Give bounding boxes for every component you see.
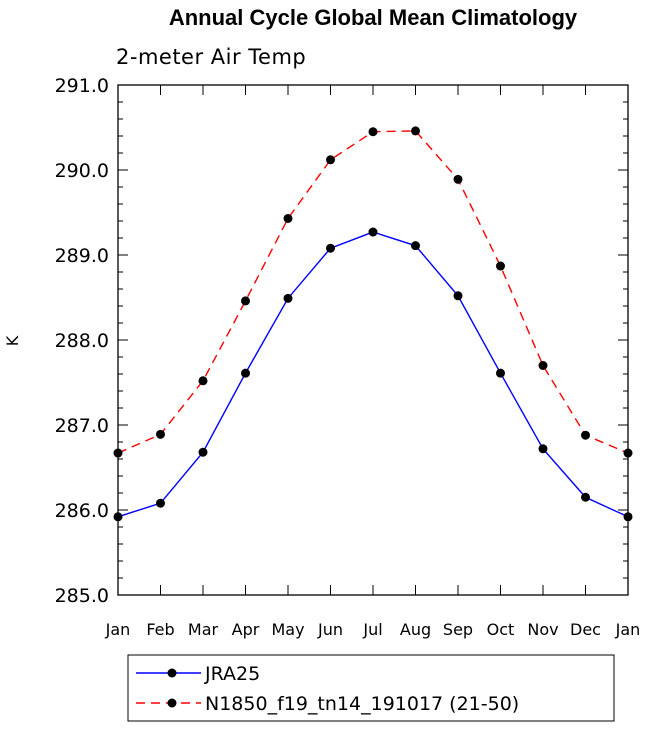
data-point-series-0: [283, 293, 293, 303]
legend-label-jra25: JRA25: [204, 663, 260, 685]
data-point-series-0: [368, 227, 378, 237]
x-tick-label: Apr: [232, 620, 260, 639]
data-point-series-1: [623, 448, 633, 458]
data-point-series-1: [538, 361, 548, 370]
y-tick-label: 289.0: [55, 245, 109, 267]
data-point-series-1: [368, 127, 378, 137]
legend-box: [127, 654, 615, 722]
x-tick-label: Sep: [443, 620, 473, 639]
data-point-series-1: [241, 296, 250, 306]
data-point-series-1: [581, 430, 590, 440]
y-axis-ticks: 285.0 286.0 287.0 288.0 289.0 290.0 291.0: [55, 75, 628, 607]
legend: JRA25 N1850_f19_tn14_191017 (21-50): [127, 654, 615, 722]
legend-marker-n1850: [167, 698, 177, 708]
data-point-series-0: [411, 241, 420, 251]
x-tick-label: Dec: [570, 620, 601, 639]
data-point-series-1: [411, 126, 420, 136]
data-point-series-0: [538, 444, 548, 454]
x-axis-ticks: Jan Feb Mar Apr May Jun Jul Aug Sep Oct Nov Dec Jan: [105, 85, 641, 639]
x-tick-label: Oct: [487, 620, 515, 639]
chart-subtitle: 2-meter Air Temp: [116, 45, 306, 69]
y-tick-label: 288.0: [55, 330, 109, 352]
data-point-series-1: [113, 448, 123, 458]
data-point-series-0: [581, 492, 590, 502]
series-line-0: [117, 231, 629, 518]
data-point-series-0: [113, 512, 123, 522]
x-tick-label: Jun: [317, 620, 343, 639]
y-axis-label: K: [3, 335, 22, 346]
x-tick-label: Aug: [400, 620, 431, 639]
data-point-series-0: [241, 368, 250, 378]
series-markers: [113, 126, 633, 522]
legend-marker-jra25: [167, 668, 177, 678]
data-point-series-0: [496, 368, 505, 378]
series-lines: [117, 130, 629, 518]
data-point-series-0: [453, 291, 463, 301]
data-point-series-1: [198, 376, 208, 386]
data-point-series-1: [156, 429, 165, 439]
data-point-series-0: [156, 498, 165, 508]
chart-title: Annual Cycle Global Mean Climatology: [169, 5, 578, 30]
data-point-series-1: [326, 155, 335, 165]
plot-frame: [117, 84, 629, 596]
x-tick-label: Jan: [615, 620, 641, 639]
x-tick-label: Feb: [146, 620, 174, 639]
y-tick-label: 286.0: [55, 500, 109, 522]
data-point-series-0: [198, 447, 208, 457]
x-tick-label: Jul: [362, 620, 382, 639]
series-line-1: [117, 130, 629, 454]
x-tick-label: Mar: [188, 620, 219, 639]
y-tick-label: 285.0: [55, 585, 109, 607]
data-point-series-1: [496, 261, 505, 271]
data-point-series-0: [326, 243, 335, 253]
legend-label-n1850: N1850_f19_tn14_191017 (21-50): [205, 693, 519, 715]
x-tick-label: Nov: [527, 620, 558, 639]
data-point-series-0: [623, 512, 633, 522]
x-tick-label: May: [271, 620, 304, 639]
data-point-series-1: [283, 213, 293, 223]
x-tick-label: Jan: [105, 620, 131, 639]
y-tick-label: 291.0: [55, 75, 109, 97]
data-point-series-1: [453, 174, 463, 184]
y-tick-label: 290.0: [55, 160, 109, 182]
y-tick-label: 287.0: [55, 415, 109, 437]
